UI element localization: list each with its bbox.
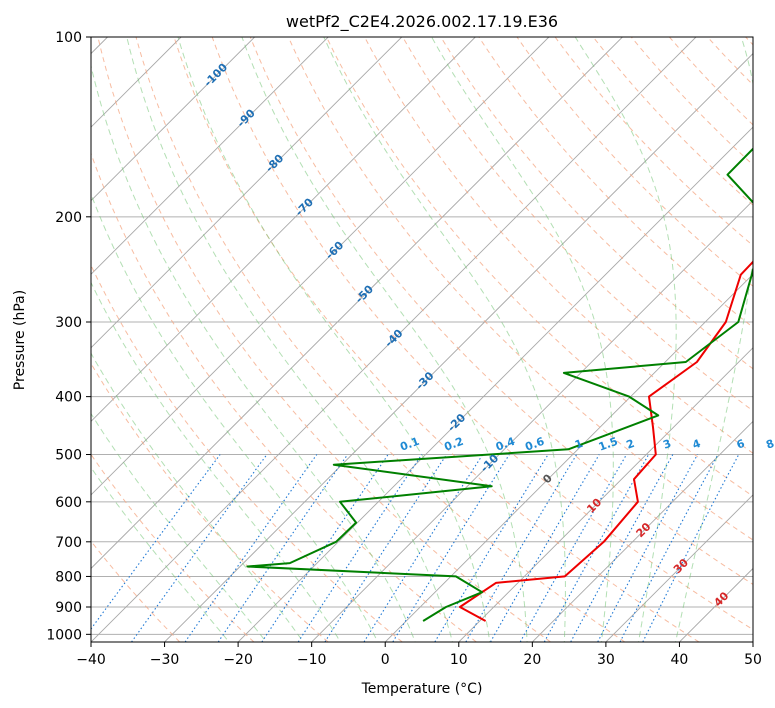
mixing-ratio-line [570, 454, 674, 642]
isotherm-line [91, 37, 697, 642]
dry-adiabat-line [326, 37, 753, 497]
mixing-ratio-line [597, 454, 698, 642]
x-axis: −40 −30 −20 −10 0 10 20 30 40 50 [76, 642, 762, 668]
x-tick-label: −40 [76, 652, 106, 668]
moist-adiabat-line [91, 192, 379, 642]
mixing-ratio-line [184, 454, 318, 642]
dry-adiabat-line [97, 37, 551, 642]
isotherm-line [91, 37, 329, 275]
mixing-ratio-label: 0.2 [442, 435, 465, 454]
dry-adiabat-line [91, 152, 477, 642]
moist-adiabat-line [91, 352, 304, 642]
isotherm-line [311, 200, 753, 642]
isotherm-line [605, 494, 753, 642]
moist-adiabat-line [323, 37, 566, 642]
dry-adiabat-line [554, 37, 753, 247]
mixing-ratio-line [465, 454, 578, 642]
dry-adiabat-line [91, 362, 329, 642]
y-tick-label: 500 [55, 448, 82, 464]
mixing-ratio-label: 1 [573, 437, 585, 452]
dry-adiabat-line [516, 37, 753, 287]
dry-adiabat-line [249, 37, 753, 585]
isotherm-line [458, 347, 753, 642]
mixing-ratio-line [324, 454, 448, 642]
x-tick-label: 40 [671, 652, 689, 668]
dry-adiabat-line [630, 37, 753, 166]
mixing-ratio-label: 1.5 [597, 435, 620, 454]
y-tick-label: 1000 [46, 627, 82, 643]
x-tick-label: 30 [597, 652, 615, 668]
x-tick-label: −30 [150, 652, 180, 668]
mixing-ratio-line [91, 454, 221, 630]
dry-adiabat-line [173, 37, 700, 642]
x-tick-label: 0 [381, 652, 390, 668]
mixing-ratio-label: 0.4 [494, 435, 517, 454]
isotherm-line [91, 37, 623, 570]
y-tick-label: 200 [55, 210, 82, 226]
dry-adiabat-line [592, 37, 753, 206]
dry-adiabat-line [364, 37, 753, 454]
y-tick-label: 100 [55, 30, 82, 46]
y-tick-label: 900 [55, 600, 82, 616]
plot-frame [90, 36, 754, 643]
mixing-ratio-line [434, 454, 549, 642]
moist-adiabat-line [91, 63, 416, 642]
mixing-ratio-line [297, 454, 423, 642]
moist-adiabat-line [241, 37, 528, 642]
dry-adiabat-line [211, 37, 753, 631]
series-line-1 [246, 147, 753, 622]
y-axis: 100 200 300 400 500 600 700 800 900 1000 [46, 30, 91, 643]
x-tick-label: 20 [523, 652, 541, 668]
mixing-ratio-label: 4 [691, 437, 703, 452]
y-axis-label: Pressure (hPa) [12, 290, 28, 390]
mixing-ratio-line [519, 454, 627, 642]
x-tick-label: 50 [744, 652, 762, 668]
mixing-ratio-label: 0.6 [523, 435, 546, 454]
x-axis-label: Temperature (°C) [361, 681, 483, 697]
y-tick-label: 700 [55, 535, 82, 551]
series-line-0 [458, 260, 753, 622]
mixing-ratio-label: 3 [661, 437, 673, 452]
x-tick-label: −10 [297, 652, 327, 668]
y-tick-label: 400 [55, 390, 82, 406]
mixing-ratio-label: 6 [735, 437, 747, 452]
y-tick-label: 600 [55, 495, 82, 511]
mixing-ratio-labels: 0.10.20.40.611.52346810131620253036 [398, 435, 775, 454]
x-tick-label: −20 [223, 652, 253, 668]
mixing-ratio-line [261, 454, 389, 642]
isotherm-line [384, 273, 753, 642]
moist-adiabat-line [91, 412, 267, 642]
moist-adiabat-line [431, 37, 614, 642]
isotherm-line [237, 126, 753, 642]
mixing-ratio-line [131, 454, 268, 642]
chart-title: wetPf2_C2E4.2026.002.17.19.E36 [286, 12, 558, 32]
isotherm-line [532, 420, 753, 642]
mixing-ratio-label: 0.1 [398, 435, 421, 454]
isotherm-line [164, 52, 753, 642]
isotherm-line [91, 37, 550, 496]
y-tick-label: 800 [55, 569, 82, 585]
x-tick-label: 10 [450, 652, 468, 668]
background-lines [91, 37, 753, 642]
y-tick-label: 300 [55, 315, 82, 331]
moist-adiabat-line [126, 37, 454, 642]
mixing-ratio-label: 8 [764, 437, 775, 452]
moist-adiabat-line [574, 37, 677, 642]
isotherm-line [91, 37, 403, 349]
mixing-ratio-line [490, 454, 600, 642]
dry-adiabat-line [478, 37, 753, 328]
isotherm-line [91, 37, 255, 202]
mixing-ratio-label: 2 [625, 437, 637, 452]
moist-adiabat-line [91, 466, 230, 642]
data-lines [246, 147, 753, 622]
isotherm-line [91, 37, 476, 422]
